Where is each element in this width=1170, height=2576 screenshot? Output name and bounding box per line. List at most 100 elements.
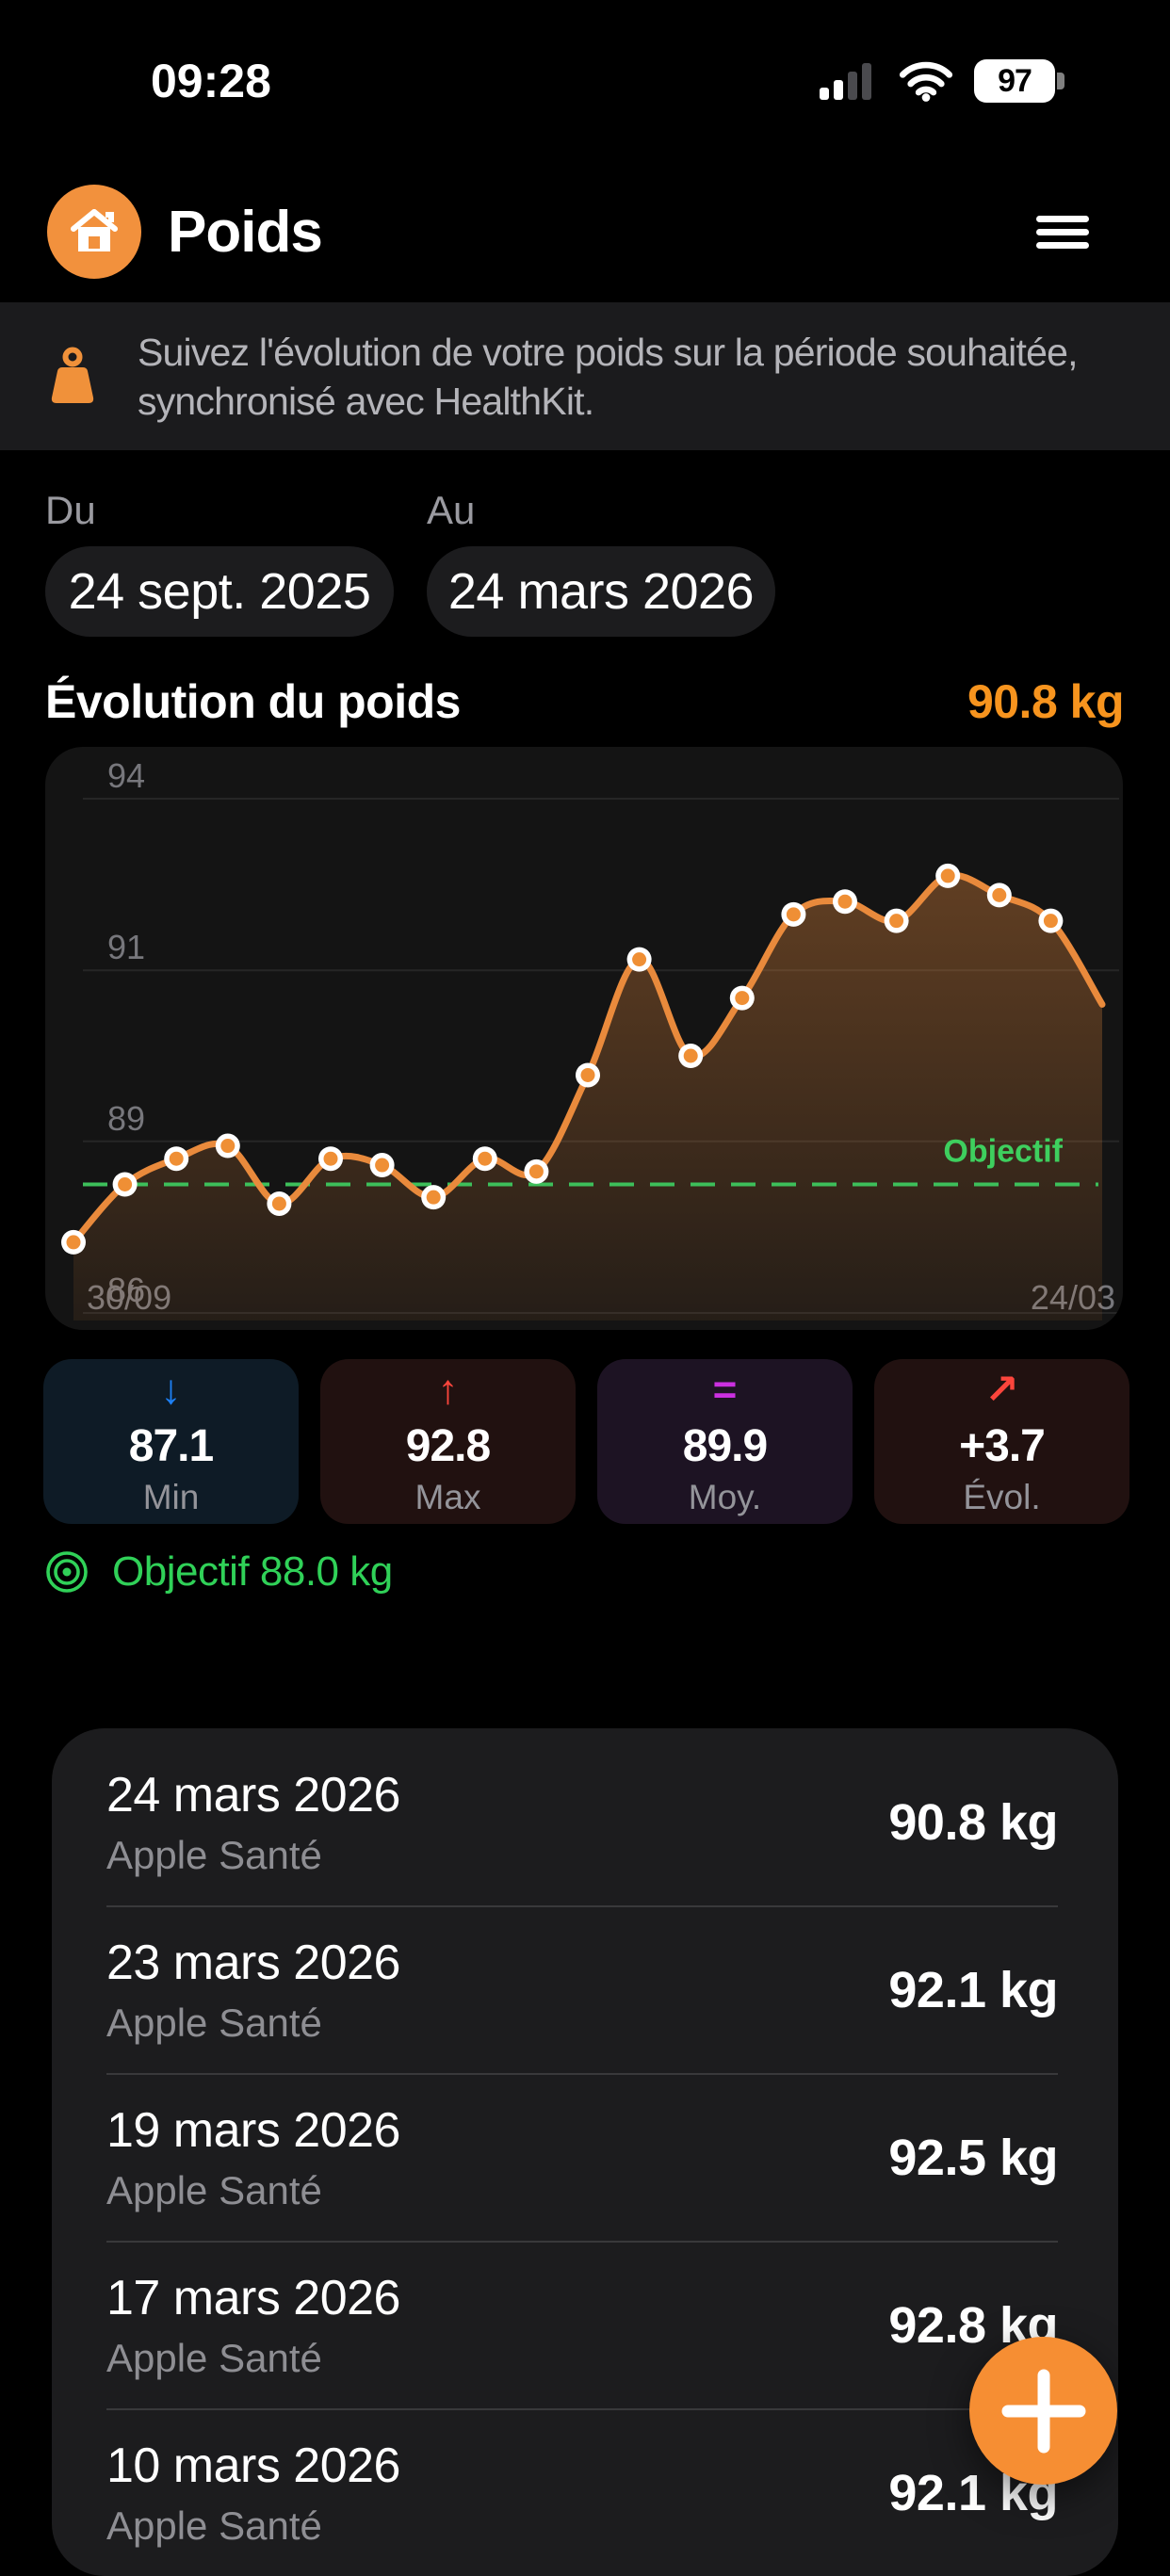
weight-entry-row[interactable]: 19 mars 2026 Apple Santé 92.5 kg — [106, 2075, 1058, 2243]
chart-data-point[interactable] — [220, 1139, 236, 1154]
date-from-label: Du — [45, 488, 96, 532]
weight-entry-row[interactable]: 24 mars 2026 Apple Santé 90.8 kg — [106, 1740, 1058, 1907]
battery-icon: 97 — [974, 59, 1064, 103]
y-axis-tick: 91 — [107, 928, 145, 966]
entry-source: Apple Santé — [106, 2336, 322, 2380]
section-title: Évolution du poids — [45, 675, 461, 728]
y-axis-tick: 89 — [107, 1099, 145, 1138]
banner-text-line1: Suivez l'évolution de votre poids sur la… — [138, 330, 1078, 374]
chart-data-point[interactable] — [426, 1190, 441, 1205]
chart-data-point[interactable] — [735, 991, 750, 1006]
equals-icon: = — [712, 1367, 738, 1413]
entries-list: 24 mars 2026 Apple Santé 90.8 kg 23 mars 20… — [52, 1728, 1118, 2576]
section-header: Évolution du poids 90.8 kg — [45, 674, 1125, 729]
chart-data-point[interactable] — [683, 1048, 698, 1063]
date-from-picker[interactable]: 24 sept. 2025 — [45, 546, 394, 637]
entry-weight: 90.8 kg — [888, 1794, 1058, 1851]
chart-data-point[interactable] — [580, 1067, 595, 1082]
y-axis-tick: 94 — [107, 756, 145, 795]
chart-data-point[interactable] — [323, 1151, 338, 1166]
clock: 09:28 — [151, 55, 271, 107]
stat-card-vol: ↗ +3.7 Évol. — [874, 1359, 1129, 1524]
battery-percent: 97 — [998, 62, 1032, 99]
arrow-up-icon: ↑ — [437, 1367, 459, 1413]
chart-data-point[interactable] — [66, 1235, 81, 1250]
stat-card-max: ↑ 92.8 Max — [320, 1359, 576, 1524]
weight-kettlebell-icon — [51, 347, 94, 403]
entry-weight: 92.1 kg — [888, 1962, 1058, 2018]
chart-data-point[interactable] — [940, 868, 955, 883]
target-icon — [46, 1551, 88, 1593]
chart-data-point[interactable] — [992, 887, 1007, 902]
entry-source: Apple Santé — [106, 2168, 322, 2212]
entry-date: 24 mars 2026 — [106, 1768, 400, 1823]
stat-label: Évol. — [963, 1478, 1041, 1516]
chart-data-point[interactable] — [528, 1164, 544, 1179]
chart-line — [70, 871, 1106, 1246]
stat-card-min: ↓ 87.1 Min — [43, 1359, 299, 1524]
chart-data-point[interactable] — [118, 1177, 133, 1191]
arrow-up-right-icon: ↗ — [984, 1367, 1019, 1413]
stat-value: 89.9 — [682, 1421, 768, 1471]
chart-data-point[interactable] — [632, 952, 647, 967]
entry-text: 19 mars 2026 Apple Santé — [106, 2102, 400, 2213]
chart-area-fill — [73, 875, 1102, 1320]
weight-entry-row[interactable]: 23 mars 2026 Apple Santé 92.1 kg — [106, 1907, 1058, 2075]
chart-data-point[interactable] — [1043, 914, 1058, 929]
status-icons: 97 — [820, 59, 1064, 103]
page-title: Poids — [168, 199, 323, 265]
goal-line-label: Objectif — [943, 1134, 1063, 1170]
chart-data-point[interactable] — [169, 1151, 184, 1166]
date-to-field: Au 24 mars 2026 — [427, 488, 775, 637]
weight-line-chart[interactable]: 9491898630/0924/03Objectif — [45, 747, 1123, 1330]
goal-row: Objectif 88.0 kg — [44, 1548, 393, 1596]
info-banner: Suivez l'évolution de votre poids sur la… — [0, 302, 1170, 450]
entry-text: 24 mars 2026 Apple Santé — [106, 1767, 400, 1878]
plus-icon — [1001, 2369, 1085, 2453]
current-weight-value: 90.8 kg — [967, 675, 1125, 728]
stat-value: 87.1 — [128, 1421, 214, 1471]
entry-source: Apple Santé — [106, 2503, 322, 2548]
date-range: Du 24 sept. 2025 Au 24 mars 2026 — [45, 488, 775, 637]
weight-entry-row[interactable]: 10 mars 2026 Apple Santé 92.1 kg — [106, 2410, 1058, 2576]
date-to-label: Au — [427, 488, 476, 532]
chart-data-point[interactable] — [271, 1196, 286, 1211]
stat-label: Moy. — [688, 1478, 762, 1516]
chart-data-point[interactable] — [478, 1151, 493, 1166]
entry-date: 23 mars 2026 — [106, 1936, 400, 1990]
date-from-field: Du 24 sept. 2025 — [45, 488, 394, 637]
banner-text-line2: synchronisé avec HealthKit. — [138, 379, 594, 423]
add-entry-button[interactable] — [969, 2337, 1117, 2485]
weight-entry-row[interactable]: 17 mars 2026 Apple Santé 92.8 kg — [106, 2243, 1058, 2410]
cellular-signal-icon — [820, 63, 871, 100]
weight-chart-card: 9491898630/0924/03Objectif — [45, 747, 1123, 1330]
goal-label: Objectif 88.0 kg — [112, 1548, 393, 1595]
entry-date: 10 mars 2026 — [106, 2438, 400, 2493]
entry-date: 19 mars 2026 — [106, 2103, 400, 2158]
status-bar: 09:28 97 — [0, 53, 1170, 109]
home-icon — [71, 209, 118, 251]
stat-value: 92.8 — [405, 1421, 491, 1471]
stat-label: Max — [414, 1478, 481, 1516]
entry-text: 17 mars 2026 Apple Santé — [106, 2270, 400, 2381]
entry-text: 10 mars 2026 Apple Santé — [106, 2438, 400, 2549]
header: Poids — [0, 184, 1170, 280]
entry-weight: 92.5 kg — [888, 2130, 1058, 2186]
home-button[interactable] — [47, 185, 141, 279]
date-to-picker[interactable]: 24 mars 2026 — [427, 546, 775, 637]
entry-source: Apple Santé — [106, 2001, 322, 2045]
stat-value: +3.7 — [959, 1421, 1046, 1471]
chart-data-point[interactable] — [375, 1158, 390, 1173]
chart-data-point[interactable] — [786, 907, 801, 922]
hamburger-menu-button[interactable] — [1027, 206, 1098, 258]
wifi-icon — [899, 61, 953, 102]
arrow-down-icon: ↓ — [160, 1367, 182, 1413]
chart-data-point[interactable] — [889, 914, 904, 929]
entry-source: Apple Santé — [106, 1833, 322, 1877]
banner-text: Suivez l'évolution de votre poids sur la… — [138, 328, 1155, 426]
chart-data-point[interactable] — [837, 894, 853, 909]
entry-date: 17 mars 2026 — [106, 2271, 400, 2325]
entry-text: 23 mars 2026 Apple Santé — [106, 1935, 400, 2046]
stat-label: Min — [142, 1478, 200, 1516]
stats-row: ↓ 87.1 Min ↑ 92.8 Max = 89.9 Moy. ↗ +3.7 Évol. — [43, 1359, 1129, 1524]
